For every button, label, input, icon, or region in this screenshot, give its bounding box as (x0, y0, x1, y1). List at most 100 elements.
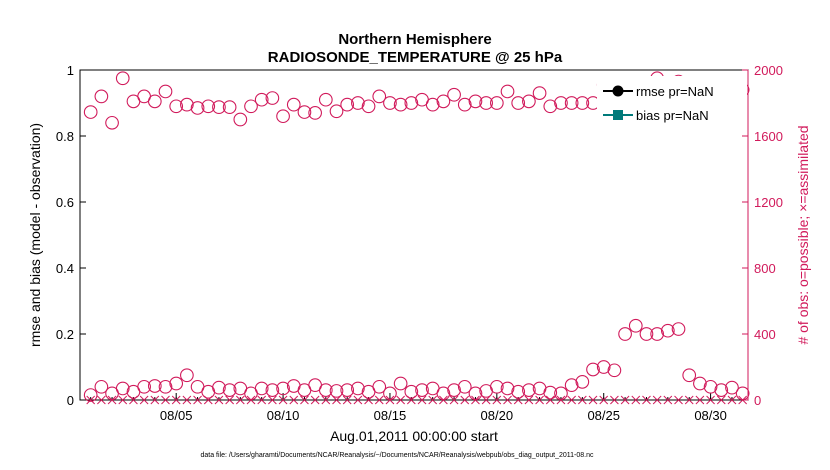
assimilated-x-stroke (97, 395, 106, 405)
obs-assimilated-point (161, 395, 170, 405)
obs-assimilated-point (193, 395, 202, 405)
obs-possible-point (554, 96, 568, 110)
obs-possible-point (94, 379, 109, 394)
obs-possible-point (564, 378, 579, 393)
obs-possible-point (115, 381, 130, 396)
assimilated-x-stroke (449, 395, 459, 405)
assimilated-x-stroke (214, 395, 224, 405)
assimilated-x-stroke (460, 395, 470, 405)
obs-possible-point (308, 106, 322, 120)
assimilated-x-stroke (118, 395, 128, 405)
obs-possible-point (94, 89, 109, 104)
obs-possible-point (233, 112, 248, 127)
obs-assimilated-point (706, 395, 715, 405)
obs-possible-point (361, 99, 376, 114)
obs-assimilated-point (278, 395, 288, 405)
obs-assimilated-point (524, 395, 534, 405)
obs-possible-point (575, 96, 590, 110)
obs-assimilated-point (642, 395, 651, 405)
obs-assimilated-point (577, 395, 587, 405)
chart-title: Northern Hemisphere (338, 31, 491, 48)
obs-possible-point (190, 101, 205, 115)
assimilated-x-stroke (716, 395, 726, 405)
assimilated-x-stroke (193, 395, 202, 405)
obs-assimilated-point (268, 395, 277, 405)
obs-possible-point (276, 109, 290, 124)
assimilated-x-stroke (225, 395, 234, 405)
obs-assimilated-point (556, 395, 566, 405)
obs-possible-point (340, 97, 355, 112)
obs-assimilated-point (342, 395, 352, 405)
assimilated-x-stroke (150, 395, 160, 405)
assimilated-x-stroke (300, 395, 309, 405)
obs-possible-point (297, 105, 312, 119)
right-axis: 0 400 800 1200 1600 2000 (742, 63, 783, 408)
assimilated-x-stroke (556, 395, 566, 405)
obs-possible-point (212, 380, 226, 395)
obs-possible-point (447, 383, 461, 397)
obs-assimilated-point (171, 395, 181, 405)
data-marks (83, 71, 750, 405)
obs-possible-point (489, 379, 504, 394)
obs-possible-point (329, 384, 344, 398)
assimilated-x-stroke (246, 395, 256, 405)
assimilated-x-stroke (107, 395, 117, 405)
y-tick-label-right: 800 (754, 261, 776, 276)
obs-assimilated-point (631, 395, 641, 405)
x-tick-label: 08/25 (587, 408, 620, 423)
assimilated-x-stroke (567, 395, 577, 405)
obs-possible-point (318, 383, 333, 397)
y-tick-label-left: 0.4 (56, 261, 74, 276)
assimilated-x-stroke (385, 395, 395, 405)
obs-possible-point (436, 94, 451, 109)
obs-possible-point (340, 383, 355, 397)
obs-possible-point (447, 87, 461, 102)
assimilated-x-stroke (503, 395, 512, 405)
obs-possible-point (318, 92, 333, 107)
plot-area (79, 69, 749, 401)
assimilated-x-stroke (481, 395, 491, 405)
assimilated-x-stroke (642, 395, 651, 405)
y-tick-label-left: 0.8 (56, 129, 74, 144)
assimilated-x-stroke (439, 395, 448, 405)
obs-assimilated-point (235, 395, 245, 405)
assimilated-x-stroke (492, 395, 502, 405)
obs-assimilated-point (118, 395, 128, 405)
y-tick-label-left: 0 (67, 393, 74, 408)
assimilated-x-stroke (161, 395, 170, 405)
assimilated-x-stroke (139, 395, 149, 405)
obs-possible-point (222, 383, 237, 397)
obs-possible-point (714, 383, 729, 397)
x-tick-label: 08/20 (481, 408, 514, 423)
y-tick-label-right: 2000 (754, 63, 783, 78)
x-tick-label: 08/10 (267, 408, 300, 423)
obs-possible-point (212, 100, 226, 114)
obs-assimilated-point (310, 395, 320, 405)
obs-possible-point (137, 89, 151, 104)
obs-assimilated-point (428, 395, 438, 405)
assimilated-x-stroke (695, 395, 705, 405)
obs-possible-point (329, 104, 344, 119)
obs-possible-point (532, 86, 547, 100)
obs-assimilated-point (97, 395, 106, 405)
obs-possible-point (105, 115, 119, 130)
y-tick-label-right: 0 (754, 393, 761, 408)
obs-possible-point (703, 379, 718, 394)
obs-possible-point (500, 84, 515, 99)
assimilated-x-stroke (289, 395, 299, 405)
obs-assimilated-point (535, 395, 544, 405)
obs-assimilated-point (481, 395, 491, 405)
data-file-footer: data file: /Users/gharamti/Documents/NCA… (200, 452, 594, 459)
assimilated-x-stroke (652, 395, 662, 405)
assimilated-x-stroke (417, 395, 427, 405)
assimilated-x-stroke (353, 395, 363, 405)
assimilated-x-stroke (599, 395, 609, 405)
obs-possible-point (628, 318, 643, 333)
obs-assimilated-point (374, 395, 384, 405)
obs-assimilated-point (695, 395, 705, 405)
x-axis-label: Aug.01,2011 00:00:00 start (330, 428, 498, 444)
obs-possible-point (169, 376, 184, 391)
obs-possible-point (468, 94, 483, 109)
obs-possible-point (83, 105, 98, 119)
